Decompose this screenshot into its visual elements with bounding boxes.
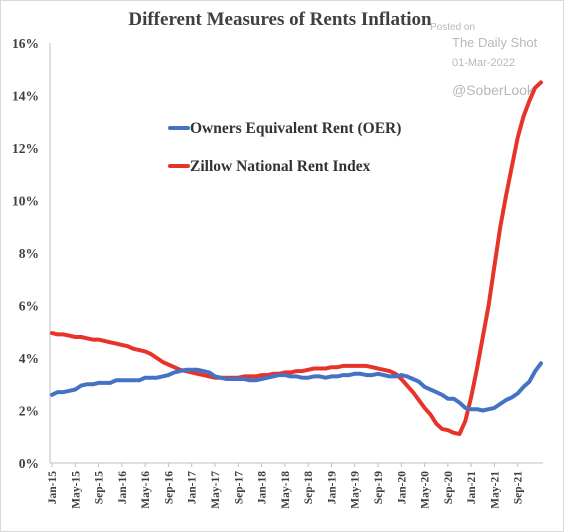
y-tick-label: 10% — [12, 194, 39, 209]
x-tick-label: Jan-15 — [47, 471, 59, 504]
x-tick-label: Jan-18 — [257, 471, 269, 504]
x-tick-label: Sep-20 — [443, 471, 455, 504]
x-tick-label: Sep-15 — [94, 471, 106, 504]
legend-zillow-label: Zillow National Rent Index — [190, 158, 371, 175]
x-tick-label: Sep-17 — [233, 471, 245, 504]
x-tick-label: Sep-19 — [373, 471, 385, 504]
y-tick-label: 6% — [19, 299, 39, 314]
series-line-oer — [50, 361, 543, 413]
watermark-date: 01-Mar-2022 — [452, 57, 515, 69]
y-tick-label: 16% — [12, 36, 39, 51]
chart-title: Different Measures of Rents Inflation — [128, 9, 432, 30]
y-tick-label: 4% — [19, 351, 39, 366]
legend-oer-label: Owners Equivalent Rent (OER) — [190, 120, 401, 137]
y-tick-label: 12% — [12, 141, 39, 156]
series-layer — [50, 80, 543, 437]
x-tick-label: May-15 — [70, 471, 82, 509]
x-tick-label: Sep-21 — [513, 471, 525, 504]
watermark: Posted on The Daily Shot 01-Mar-2022 @So… — [430, 22, 538, 98]
x-tick-label: Jan-16 — [117, 471, 129, 504]
x-tick-label: Jan-20 — [396, 471, 408, 504]
watermark-posted-on: Posted on — [430, 22, 475, 33]
watermark-source: The Daily Shot — [452, 35, 538, 50]
series-line-zillow — [50, 80, 543, 437]
legend: Owners Equivalent Rent (OER) Zillow Nati… — [168, 120, 401, 175]
x-tick-label: May-19 — [350, 471, 362, 509]
x-tick-label: May-21 — [489, 471, 501, 509]
x-tick-label: Jan-17 — [187, 471, 199, 504]
x-tick-label: Sep-18 — [303, 471, 315, 504]
x-tick-label: Sep-16 — [163, 471, 175, 504]
x-tick-label: May-17 — [210, 471, 222, 509]
x-tick-label: Jan-19 — [326, 471, 338, 504]
x-tick-label: Jan-21 — [466, 471, 478, 504]
y-tick-label: 2% — [19, 404, 39, 419]
x-tick-label: May-18 — [280, 471, 292, 509]
y-tick-label: 8% — [19, 246, 39, 261]
x-tick-label: May-16 — [140, 471, 152, 509]
y-tick-label: 14% — [12, 89, 39, 104]
y-tick-label: 0% — [19, 456, 39, 471]
x-axis: Jan-15 May-15 Sep-15 Jan-16 May-16 Sep-16 Jan-… — [47, 462, 543, 509]
y-axis: 0% 2% 4% 6% 8% 10% 12% 14% 16% — [12, 36, 51, 471]
x-tick-label: May-20 — [420, 471, 432, 509]
watermark-handle: @SoberLook — [452, 82, 535, 98]
